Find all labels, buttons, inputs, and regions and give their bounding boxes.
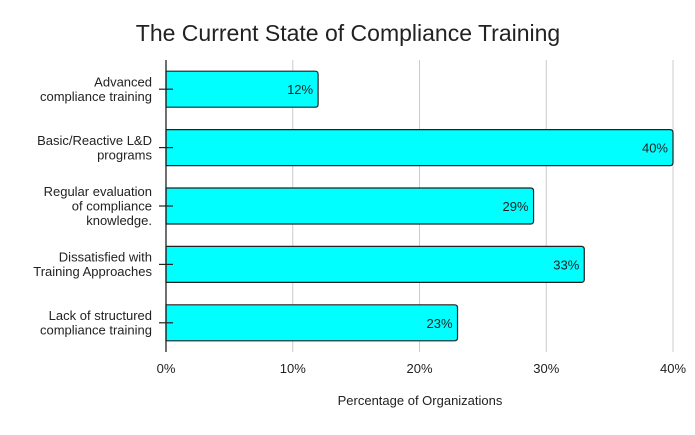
bar xyxy=(165,70,319,108)
x-axis-title: Percentage of Organizations xyxy=(338,393,503,408)
x-tick-label: 0% xyxy=(157,361,176,376)
bar xyxy=(165,304,459,342)
y-tick-label: Advanced compliance training xyxy=(40,74,152,104)
data-label: 33% xyxy=(553,257,579,272)
y-tick-label: Basic/Reactive L&D programs xyxy=(37,133,152,163)
x-tick-label: 30% xyxy=(533,361,559,376)
x-tick-label: 10% xyxy=(280,361,306,376)
chart-title: The Current State of Compliance Training xyxy=(136,20,560,46)
x-tick-label: 20% xyxy=(406,361,432,376)
data-label: 29% xyxy=(503,199,529,214)
y-tick-label: Dissatisfied with Training Approaches xyxy=(33,250,152,280)
data-label: 12% xyxy=(287,82,313,97)
x-tick-label: 40% xyxy=(660,361,686,376)
y-tick-label: Lack of structured compliance training xyxy=(40,308,152,338)
bar xyxy=(165,129,674,167)
data-label: 40% xyxy=(642,141,668,156)
data-label: 23% xyxy=(426,316,452,331)
bar xyxy=(165,245,585,283)
y-tick-label: Regular evaluation of compliance knowledge… xyxy=(44,184,152,228)
bar xyxy=(165,187,535,225)
